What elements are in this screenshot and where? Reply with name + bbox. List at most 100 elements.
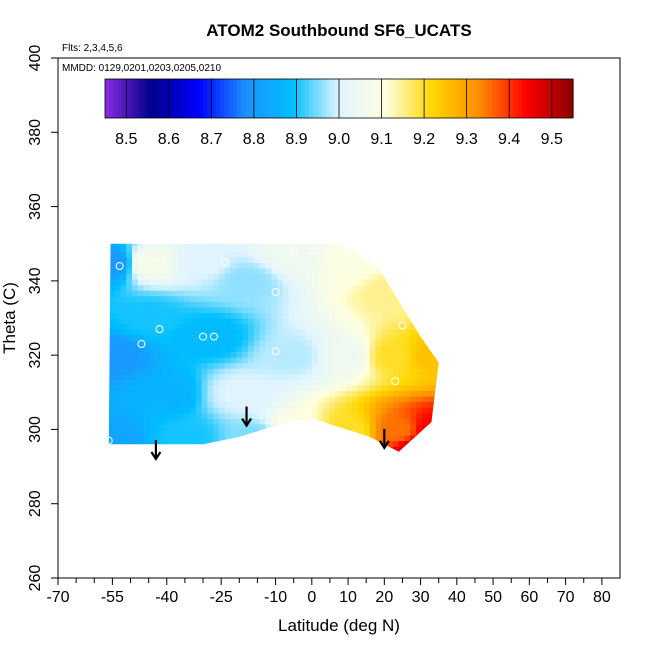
- heatmap-cell: [311, 256, 319, 263]
- heatmap-cell: [410, 284, 417, 291]
- heatmap-cell: [427, 243, 435, 247]
- heatmap-cell: [247, 345, 255, 353]
- colorbar-swatch: [139, 79, 144, 118]
- heatmap-cell: [242, 396, 249, 403]
- heatmap-cell: [311, 373, 319, 380]
- heatmap-cell: [410, 351, 417, 358]
- heatmap-cell: [311, 245, 319, 252]
- heatmap-cell: [201, 273, 208, 280]
- heatmap-cell: [335, 256, 342, 263]
- heatmap-cell: [410, 345, 417, 353]
- heatmap-cell: [201, 418, 208, 425]
- heatmap-cell: [358, 429, 365, 436]
- heatmap-cell: [393, 279, 400, 286]
- heatmap-cell: [155, 340, 162, 347]
- heatmap-cell: [108, 284, 116, 291]
- heatmap-cell: [352, 435, 359, 442]
- heatmap-cell: [352, 401, 359, 408]
- heatmap-cell: [277, 373, 284, 380]
- heatmap-cell: [393, 368, 400, 375]
- heatmap-cell: [277, 306, 284, 314]
- heatmap-cell: [271, 379, 278, 386]
- colorbar-swatch: [215, 79, 221, 118]
- heatmap-cell: [114, 251, 121, 258]
- heatmap-cell: [346, 301, 354, 308]
- heatmap-cell: [317, 243, 325, 247]
- heatmap-cell: [300, 267, 307, 275]
- heatmap-cell: [149, 401, 156, 408]
- heatmap-cell: [108, 412, 116, 419]
- heatmap-cell: [369, 384, 377, 392]
- heatmap-cell: [323, 357, 330, 364]
- colorbar-swatch: [258, 79, 264, 118]
- heatmap-cell: [433, 401, 439, 408]
- heatmap-cell: [178, 440, 185, 447]
- heatmap-cell: [218, 379, 226, 386]
- heatmap-cell: [433, 256, 439, 263]
- heatmap-cell: [410, 373, 417, 380]
- heatmap-cell: [340, 429, 348, 436]
- heatmap-cell: [335, 429, 342, 436]
- heatmap-cell: [277, 267, 284, 275]
- heatmap-cell: [201, 306, 208, 314]
- heatmap-cell: [201, 329, 208, 336]
- heatmap-cell: [224, 295, 232, 302]
- heatmap-cell: [381, 318, 388, 325]
- heatmap-cell: [364, 357, 371, 364]
- heatmap-cell: [433, 295, 439, 302]
- heatmap-cell: [404, 368, 412, 375]
- heatmap-cell: [393, 362, 400, 369]
- heatmap-cell: [410, 340, 417, 347]
- heatmap-cell: [317, 373, 325, 380]
- heatmap-cell: [300, 345, 307, 353]
- heatmap-cell: [346, 295, 354, 302]
- heatmap-cell: [114, 345, 121, 353]
- heatmap-cell: [189, 390, 197, 397]
- heatmap-cell: [329, 267, 336, 275]
- heatmap-cell: [108, 323, 116, 330]
- heatmap-cell: [184, 373, 191, 380]
- heatmap-cell: [218, 323, 226, 330]
- heatmap-cell: [335, 396, 342, 403]
- heatmap-cell: [218, 334, 226, 341]
- heatmap-cell: [213, 345, 220, 353]
- heatmap-cell: [381, 323, 388, 330]
- heatmap-cell: [398, 256, 406, 263]
- heatmap-cell: [108, 435, 116, 442]
- heatmap-cell: [306, 390, 313, 397]
- heatmap-cell: [195, 446, 203, 452]
- heatmap-cell: [277, 440, 284, 447]
- heatmap-cell: [352, 345, 359, 353]
- heatmap-cell: [294, 362, 301, 369]
- heatmap-cell: [114, 418, 121, 425]
- heatmap-cell: [213, 251, 220, 258]
- heatmap-cell: [294, 323, 301, 330]
- heatmap-cell: [300, 390, 307, 397]
- heatmap-cell: [172, 279, 179, 286]
- heatmap-cell: [352, 318, 359, 325]
- colorbar-swatch: [436, 79, 442, 118]
- heatmap-cell: [265, 357, 272, 364]
- heatmap-cell: [265, 323, 272, 330]
- heatmap-cell: [422, 306, 429, 314]
- heatmap-cell: [369, 323, 377, 330]
- heatmap-cell: [294, 245, 301, 252]
- heatmap-cell: [230, 243, 237, 247]
- heatmap-cell: [114, 412, 121, 419]
- heatmap-cell: [126, 379, 133, 386]
- heatmap-cell: [236, 373, 243, 380]
- heatmap-cell: [126, 429, 133, 436]
- heatmap-cell: [317, 323, 325, 330]
- heatmap-cell: [381, 306, 388, 314]
- heatmap-cell: [218, 267, 226, 275]
- heatmap-cell: [201, 362, 208, 369]
- heatmap-cell: [427, 373, 435, 380]
- heatmap-cell: [306, 334, 313, 341]
- heatmap-cell: [213, 423, 220, 431]
- heatmap-cell: [236, 357, 243, 364]
- heatmap-cell: [271, 262, 278, 269]
- heatmap-cell: [398, 390, 406, 397]
- heatmap-cell: [317, 390, 325, 397]
- heatmap-cell: [236, 435, 243, 442]
- heatmap-cell: [369, 345, 377, 353]
